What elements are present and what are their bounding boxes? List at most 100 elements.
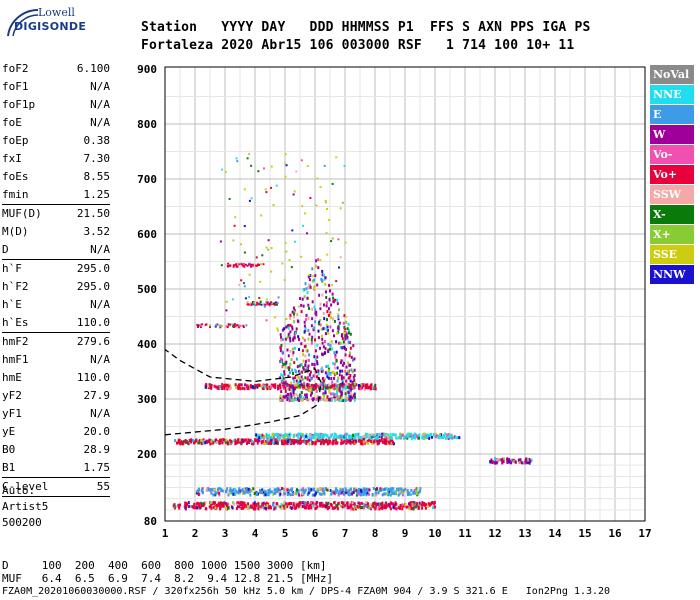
- echo-point: [318, 433, 321, 437]
- echo-point: [284, 242, 287, 244]
- echo-point: [387, 487, 390, 491]
- echo-point: [286, 398, 289, 402]
- echo-point: [413, 488, 416, 492]
- echo-point: [196, 323, 199, 326]
- echo-point: [247, 490, 249, 494]
- y-tick-label: 900: [137, 63, 157, 76]
- echo-point: [185, 440, 187, 444]
- echo-point: [274, 441, 277, 445]
- echo-point: [335, 359, 338, 363]
- echo-point: [387, 433, 390, 437]
- echo-point: [295, 392, 298, 396]
- echo-point: [291, 492, 294, 496]
- echo-point: [178, 441, 181, 445]
- echo-point: [227, 385, 230, 389]
- echo-point: [242, 506, 244, 510]
- echo-point: [365, 440, 368, 444]
- echo-point: [268, 506, 271, 510]
- echo-point: [341, 333, 344, 337]
- echo-point: [325, 296, 328, 299]
- echo-point: [240, 501, 243, 504]
- echo-point: [223, 387, 226, 391]
- echo-point: [398, 504, 401, 508]
- echo-point: [383, 502, 386, 506]
- echo-point: [225, 309, 228, 312]
- echo-point: [322, 383, 325, 387]
- echo-point: [283, 385, 286, 389]
- echo-point: [328, 436, 331, 440]
- echo-point: [337, 501, 340, 505]
- echo-point: [306, 501, 309, 504]
- echo-point: [316, 177, 319, 180]
- echo-point: [356, 491, 359, 495]
- echo-point: [220, 488, 223, 492]
- echo-point: [309, 197, 312, 199]
- echo-point: [417, 505, 420, 509]
- echo-point: [364, 501, 367, 505]
- echo-point: [290, 383, 293, 387]
- echo-point: [232, 325, 235, 328]
- echo-point: [309, 488, 312, 492]
- echo-point: [327, 367, 330, 371]
- echo-point: [430, 502, 433, 506]
- echo-point: [360, 501, 363, 505]
- echo-point: [439, 433, 442, 437]
- echo-point: [293, 320, 296, 324]
- echo-point: [399, 432, 402, 436]
- x-tick-label: 10: [428, 527, 441, 540]
- echo-point: [291, 327, 294, 331]
- x-tick-label: 15: [578, 527, 591, 540]
- echo-point: [329, 347, 331, 351]
- y-tick-label: 300: [137, 393, 157, 406]
- echo-point: [357, 501, 360, 505]
- echo-point: [358, 384, 361, 388]
- echo-point: [343, 331, 346, 334]
- echo-point: [378, 440, 381, 444]
- echo-point: [226, 383, 229, 387]
- echo-point: [333, 501, 336, 504]
- echo-point: [316, 435, 319, 439]
- param-value: N/A: [90, 298, 110, 311]
- echo-point: [298, 399, 300, 402]
- echo-point: [311, 435, 314, 439]
- echo-point: [295, 383, 297, 387]
- echo-point: [314, 384, 317, 388]
- echo-point: [339, 504, 342, 508]
- echo-point: [330, 397, 333, 401]
- echo-point: [266, 504, 269, 508]
- echo-point: [285, 250, 288, 253]
- echo-point: [338, 321, 341, 325]
- echo-point: [293, 491, 296, 495]
- echo-point: [292, 434, 295, 438]
- legend-item: NoVal: [650, 65, 694, 84]
- echo-point: [248, 273, 251, 276]
- echo-point: [313, 355, 316, 359]
- echo-point: [345, 440, 348, 444]
- legend-item: SSE: [650, 245, 694, 264]
- echo-point: [408, 432, 411, 436]
- echo-point: [307, 398, 310, 402]
- echo-point: [262, 436, 265, 440]
- echo-point: [410, 507, 413, 511]
- echo-point: [297, 376, 300, 380]
- echo-point: [404, 487, 407, 491]
- echo-point: [266, 301, 269, 304]
- echo-point: [297, 489, 300, 493]
- echo-point: [380, 435, 383, 439]
- echo-point: [432, 506, 434, 509]
- param-value: 279.6: [76, 335, 110, 348]
- echo-point: [342, 399, 345, 402]
- echo-point: [410, 436, 413, 440]
- echo-point: [324, 440, 327, 443]
- echo-point: [304, 501, 307, 505]
- echo-point: [214, 491, 217, 495]
- echo-point: [323, 164, 326, 167]
- echo-point: [410, 434, 413, 438]
- echo-point: [514, 460, 517, 464]
- echo-point: [326, 398, 329, 402]
- echo-point: [355, 440, 358, 444]
- echo-point: [381, 507, 384, 511]
- echo-point: [300, 488, 303, 492]
- echo-point: [330, 340, 333, 344]
- echo-point: [320, 441, 323, 444]
